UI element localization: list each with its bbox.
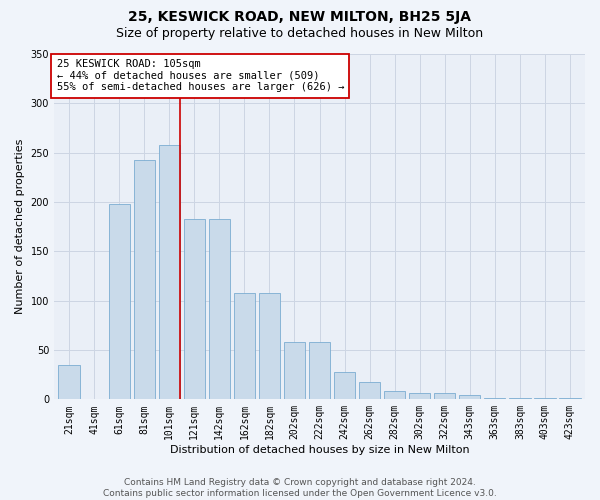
Bar [109, 204, 130, 400]
Bar [234, 293, 255, 400]
Bar [209, 219, 230, 400]
Bar [484, 398, 505, 400]
Bar [134, 160, 155, 400]
Bar [58, 365, 80, 400]
Bar [184, 219, 205, 400]
Bar [534, 398, 556, 400]
Bar [334, 372, 355, 400]
Bar [359, 382, 380, 400]
Text: Contains HM Land Registry data © Crown copyright and database right 2024.
Contai: Contains HM Land Registry data © Crown c… [103, 478, 497, 498]
Bar [284, 342, 305, 400]
Text: Size of property relative to detached houses in New Milton: Size of property relative to detached ho… [116, 28, 484, 40]
Text: 25, KESWICK ROAD, NEW MILTON, BH25 5JA: 25, KESWICK ROAD, NEW MILTON, BH25 5JA [128, 10, 472, 24]
Y-axis label: Number of detached properties: Number of detached properties [15, 139, 25, 314]
Bar [259, 293, 280, 400]
Bar [459, 396, 481, 400]
X-axis label: Distribution of detached houses by size in New Milton: Distribution of detached houses by size … [170, 445, 469, 455]
Bar [384, 392, 406, 400]
Bar [409, 394, 430, 400]
Bar [509, 398, 530, 400]
Bar [309, 342, 330, 400]
Bar [559, 398, 581, 400]
Bar [158, 145, 180, 400]
Text: 25 KESWICK ROAD: 105sqm
← 44% of detached houses are smaller (509)
55% of semi-d: 25 KESWICK ROAD: 105sqm ← 44% of detache… [56, 59, 344, 92]
Bar [434, 394, 455, 400]
